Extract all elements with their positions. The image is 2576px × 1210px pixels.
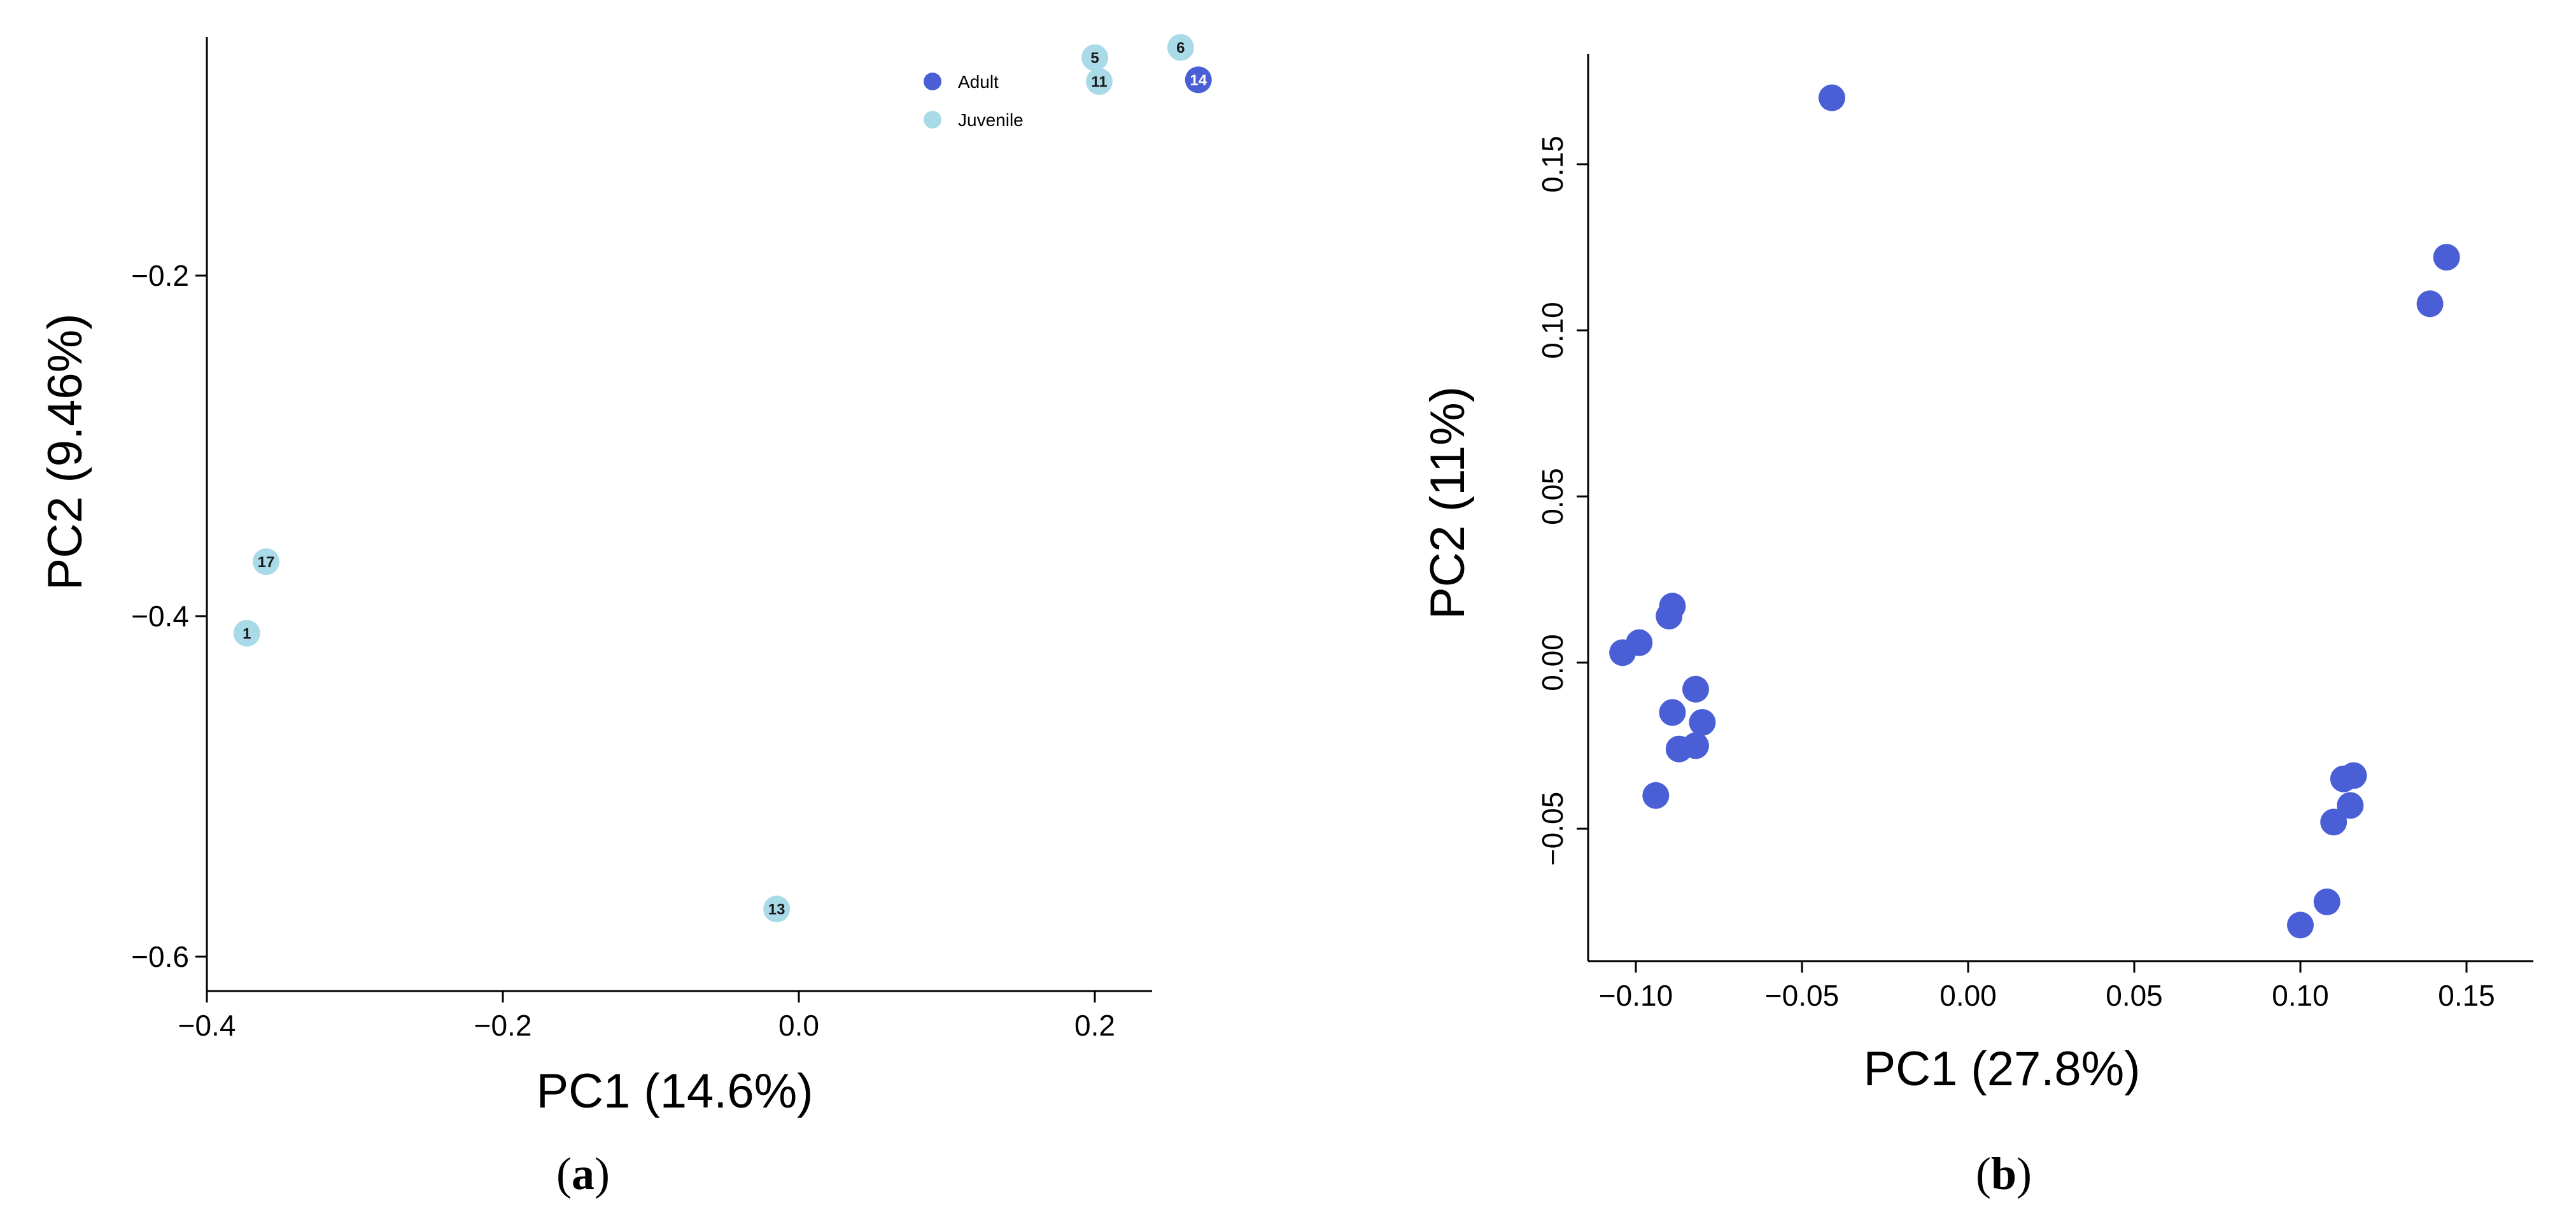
panel-a-point-label: 1 (243, 625, 251, 642)
panel-a-point-label: 14 (1190, 72, 1207, 89)
panel-b-y-axis-title: PC2 (11%) (1421, 386, 1475, 619)
panel-b-point-samples (1818, 84, 1845, 111)
panel-a-point-label: 5 (1090, 50, 1099, 67)
panel-b-caption: (b) (1976, 1148, 2032, 1199)
panel-a-x-tick-label: 0.2 (1074, 1009, 1115, 1042)
panel-b-points (1609, 84, 2460, 939)
panel-b-point-samples (1659, 699, 1686, 726)
panel-b-point-samples (2320, 808, 2347, 836)
panel-a-ticks: −0.4−0.20.00.2−0.6−0.4−0.20.00.2 (131, 259, 1115, 1042)
panel-b-x-tick-label: 0.05 (2106, 979, 2163, 1012)
panel-b-point-samples (2340, 762, 2367, 789)
panel-b-y-tick-label: −0.05 (1536, 792, 1569, 866)
legend-juvenile-marker (924, 111, 941, 129)
panel-a-x-tick-label: 0.0 (778, 1009, 819, 1042)
panel-b-caption-letter: b (1991, 1148, 2016, 1199)
panel-b-x-tick-label: −0.05 (1765, 979, 1839, 1012)
panel-b-caption-close: ) (2016, 1148, 2032, 1199)
legend-adult-label: Adult (958, 72, 999, 92)
panel-a-caption-open: ( (556, 1148, 572, 1199)
panel-a-caption-letter: a (572, 1148, 595, 1199)
panel-b-point-samples (2287, 911, 2314, 939)
panel-b-point-samples (1609, 639, 1636, 666)
panel-b-y-tick-label: 0.05 (1536, 468, 1569, 525)
panel-a-point-juvenile (1081, 44, 1108, 71)
panel-b-point-samples (2313, 888, 2340, 915)
panel-a-chart: −0.4−0.20.00.2−0.6−0.4−0.20.00.2 1245671… (38, 34, 1212, 1199)
panel-b-chart: −0.10 −0.05 0.00 0.05 0.10 0.15 −0.05 0.00 0.05 0… (1421, 54, 2533, 1199)
panel-a-point-label: 6 (1176, 39, 1185, 57)
panel-a-x-tick-label: −0.2 (474, 1009, 532, 1042)
panel-a-y-axis-title: PC2 (9.46%) (38, 313, 92, 590)
panel-a-legend: Adult Juvenile (924, 72, 1024, 130)
panel-b-y-tick-label: 0.15 (1536, 136, 1569, 193)
panel-a-caption-close: ) (595, 1148, 610, 1199)
panel-a-point-juvenile (253, 548, 279, 575)
panel-b-y-tick-label: 0.00 (1536, 634, 1569, 691)
panel-a-x-tick-label: −0.4 (178, 1009, 236, 1042)
panel-a-point-label: 17 (258, 554, 275, 571)
panel-b-point-samples (2337, 792, 2364, 819)
panel-a-y-tick-label: −0.2 (131, 259, 189, 292)
panel-b-y-tick-label: 0.10 (1536, 302, 1569, 359)
panel-a-y-tick-label: −0.4 (131, 600, 189, 633)
panel-a-point-adult (1185, 66, 1212, 94)
panel-b-x-tick-label: 0.15 (2438, 979, 2495, 1012)
panel-a-points: 12456711121315161718193891014 (233, 34, 1212, 923)
panel-b-caption-open: ( (1976, 1148, 1991, 1199)
panel-b-point-samples (2416, 290, 2444, 318)
panel-a-point-juvenile (1167, 34, 1194, 61)
panel-b-ticks: −0.10 −0.05 0.00 0.05 0.10 0.15 −0.05 0.00 0.05 0… (1536, 136, 2495, 1012)
panel-b-point-samples (1682, 732, 1709, 759)
panel-b-point-samples (1642, 782, 1670, 809)
panel-b-x-tick-label: 0.00 (1939, 979, 1997, 1012)
panel-a-point-juvenile (763, 896, 791, 923)
panel-a-point-label: 13 (768, 901, 785, 918)
panel-b-point-samples (1656, 602, 1683, 630)
panel-b-point-samples (1682, 675, 1709, 703)
panel-b-x-tick-label: 0.10 (2272, 979, 2329, 1012)
panel-b-point-samples (2433, 244, 2460, 271)
panel-a-x-axis-title: PC1 (14.6%) (536, 1064, 813, 1118)
panel-a-point-label: 11 (1091, 74, 1107, 91)
panel-b-x-tick-label: −0.10 (1599, 979, 1673, 1012)
panel-a-point-juvenile (1085, 68, 1113, 95)
panel-a-caption: (a) (556, 1148, 610, 1199)
legend-adult-marker (924, 73, 941, 90)
panel-b-x-axis-title: PC1 (27.8%) (1863, 1042, 2140, 1096)
legend-juvenile-label: Juvenile (958, 110, 1024, 130)
panel-a-y-tick-label: −0.6 (131, 940, 189, 973)
panel-b-point-samples (1689, 708, 1716, 736)
panel-a-point-juvenile (233, 619, 260, 647)
